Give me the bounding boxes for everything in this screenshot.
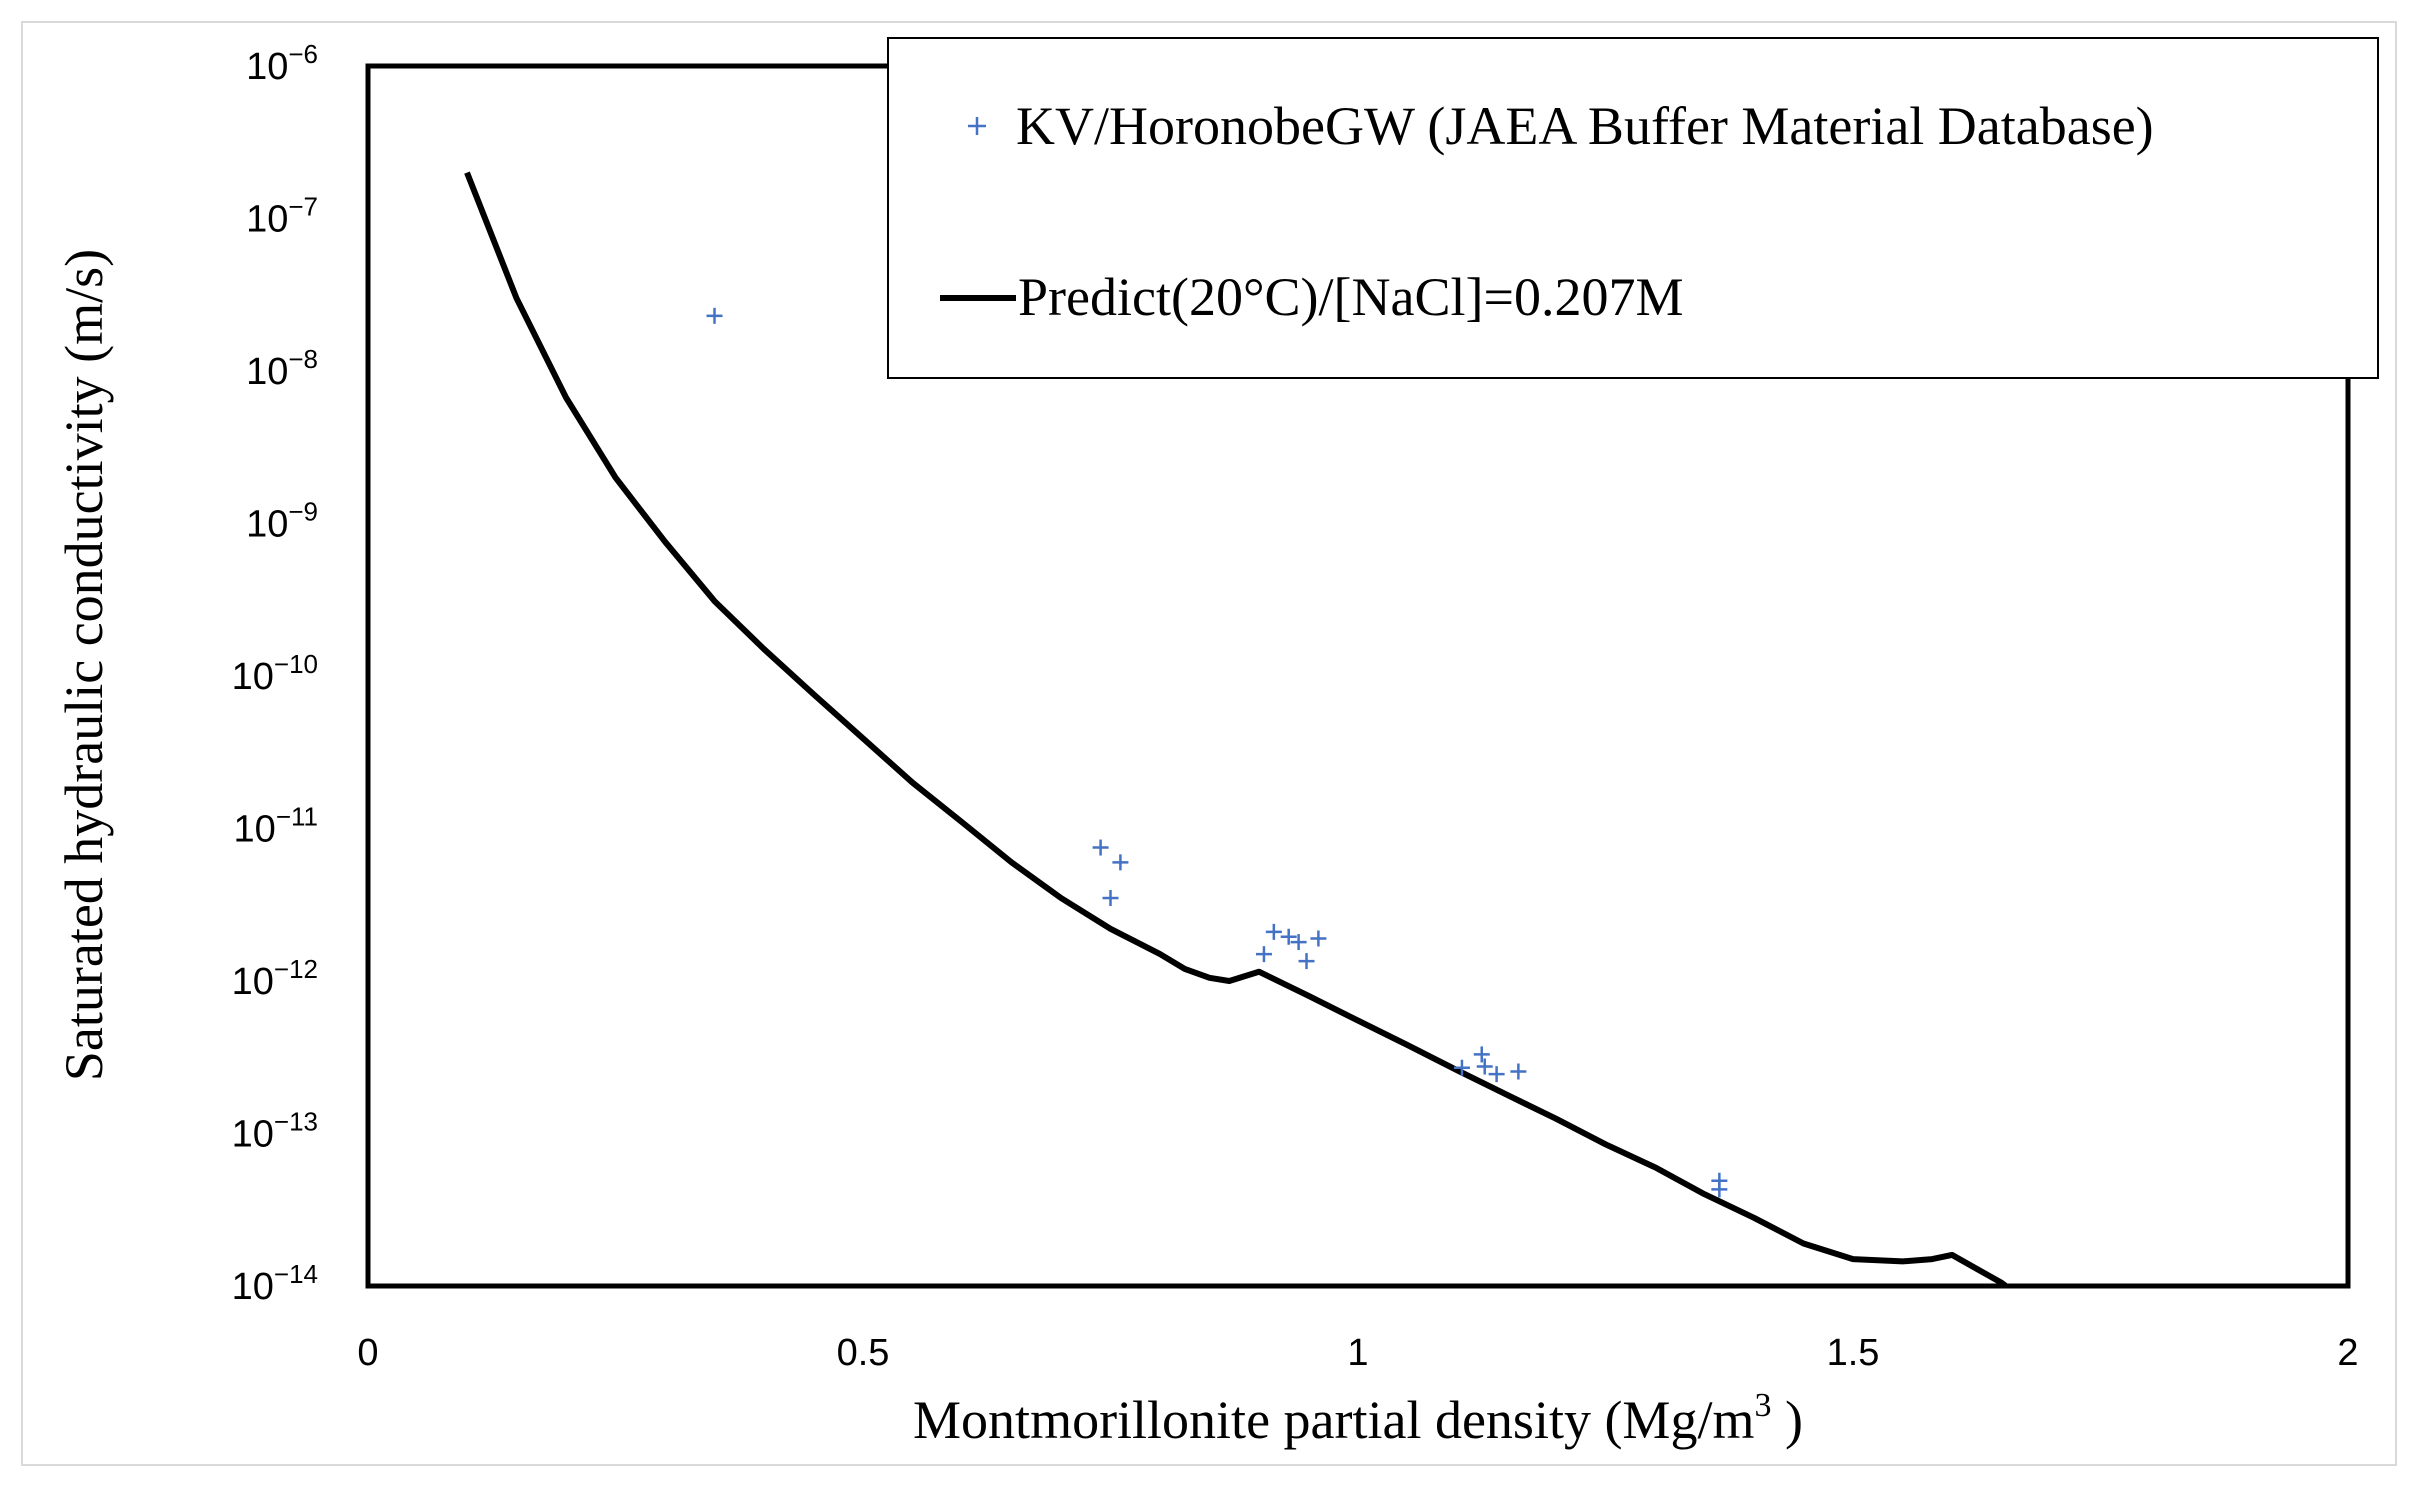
x-tick-label: 0 xyxy=(357,1332,378,1374)
y-tick-label: 10−6 xyxy=(246,39,318,88)
y-tick-label: 10−13 xyxy=(232,1107,318,1156)
data-point xyxy=(1510,1063,1527,1080)
data-point xyxy=(1102,890,1119,907)
legend-marker-scatter xyxy=(968,117,986,135)
y-tick-label: 10−7 xyxy=(246,192,318,241)
data-point xyxy=(1488,1066,1505,1083)
legend: KV/HoronobeGW (JAEA Buffer Material Data… xyxy=(887,37,2379,379)
x-tick-label: 0.5 xyxy=(837,1332,890,1374)
data-point xyxy=(1265,923,1282,940)
y-tick-label: 10−11 xyxy=(234,802,318,851)
predict-curve xyxy=(464,171,2011,1286)
data-point xyxy=(706,307,723,324)
figure-frame xyxy=(21,21,2397,1466)
legend-label-predict: Predict(20°C)/[NaCl]=0.207M xyxy=(1018,267,1683,327)
y-axis-title: Saturated hydraulic conductivity (m/s) xyxy=(54,249,114,1081)
x-axis-title: Montmorillonite partial density (Mg/m3 ) xyxy=(913,1387,1803,1450)
x-tick-label: 1.5 xyxy=(1827,1332,1880,1374)
x-axis-title-superscript: 3 xyxy=(1754,1387,1771,1424)
y-tick-label: 10−12 xyxy=(232,954,318,1003)
data-point xyxy=(1290,934,1307,951)
data-point xyxy=(1453,1059,1470,1076)
plot-area xyxy=(464,171,2011,1286)
data-point xyxy=(1310,930,1327,947)
legend-box xyxy=(887,37,2379,379)
data-point xyxy=(1473,1046,1490,1063)
data-point xyxy=(1112,854,1129,871)
y-tick-label: 10−14 xyxy=(232,1259,318,1308)
data-point xyxy=(1092,839,1109,856)
data-point xyxy=(1280,928,1297,945)
data-point xyxy=(1298,953,1315,970)
data-point xyxy=(1255,946,1272,963)
x-tick-label: 2 xyxy=(2337,1332,2358,1374)
y-tick-label: 10−8 xyxy=(246,344,318,393)
legend-label-scatter: KV/HoronobeGW (JAEA Buffer Material Data… xyxy=(1016,96,2154,156)
y-tick-label: 10−10 xyxy=(232,649,318,698)
data-point xyxy=(1711,1181,1728,1198)
x-tick-label: 1 xyxy=(1347,1332,1368,1374)
data-point xyxy=(1476,1058,1493,1075)
y-axis-ticks: 10−6 10−7 10−8 10−9 10−10 10−11 10−12 10−13 10−1… xyxy=(232,39,318,1308)
y-tick-label: 10−9 xyxy=(246,497,318,546)
x-axis-ticks: 0 0.5 1 1.5 2 xyxy=(357,1332,2358,1374)
